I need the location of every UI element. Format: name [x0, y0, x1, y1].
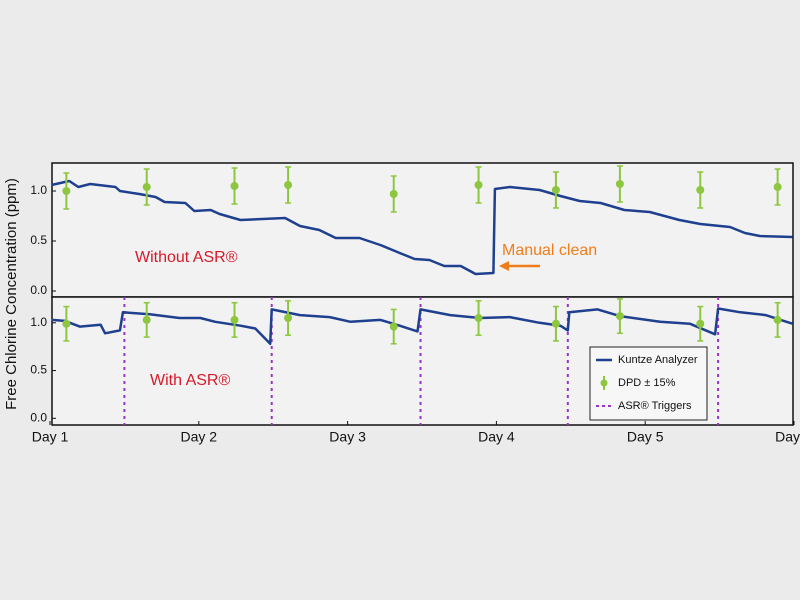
y-tick-label: 0.0: [30, 410, 47, 424]
dpd-point: [615, 180, 624, 188]
annotation: Without ASR®: [135, 249, 238, 266]
dpd-point: [389, 322, 398, 331]
dpd-point: [696, 319, 705, 328]
analyzer-line: [51, 307, 793, 346]
arrow-head: [499, 261, 509, 271]
x-tick-label: Day 4: [478, 429, 515, 445]
dpd-point: [62, 187, 71, 195]
dpd-point: [284, 314, 293, 323]
panel: 0.0 0.5 1.0: [30, 162, 794, 298]
analyzer-line: [51, 179, 793, 276]
y-tick-label: 0.5: [30, 233, 47, 247]
dpd-point: [230, 182, 239, 190]
y-axis-label: Free Chlorine Concentration (ppm): [3, 178, 20, 410]
annotation: Manual clean: [502, 242, 597, 259]
legend-label: ASR® Triggers: [618, 400, 692, 412]
dpd-point: [551, 186, 560, 194]
dpd-point: [62, 319, 71, 328]
dpd-point: [551, 319, 560, 328]
plot-area: [51, 162, 794, 298]
dpd-point: [230, 315, 239, 324]
legend-label: DPD ± 15%: [618, 377, 676, 389]
dpd-point: [474, 314, 483, 323]
dpd-point: [773, 183, 782, 191]
legend-label: Kuntze Analyzer: [618, 354, 698, 366]
y-tick-label: 1.0: [30, 315, 47, 329]
dpd-point: [474, 181, 483, 189]
dpd-point: [142, 315, 151, 324]
x-tick-label: Day 2: [181, 429, 218, 445]
y-tick-label: 0.0: [30, 283, 47, 297]
x-tick-label: Day 5: [627, 429, 664, 445]
dpd-point: [142, 183, 151, 191]
annotation: With ASR®: [150, 372, 230, 389]
x-tick-label: Day: [775, 429, 800, 445]
dpd-point: [389, 190, 398, 198]
legend-swatch: [600, 379, 608, 387]
y-tick-label: 0.5: [30, 363, 47, 377]
dpd-point: [284, 181, 293, 189]
dpd-point: [696, 186, 705, 194]
dpd-point: [773, 315, 782, 324]
x-tick-label: Day 3: [329, 429, 366, 445]
panel: 0.0 0.5 1.0 Day 1 Day 2 Day 3 Day 4 Day 5 Day Kun…: [30, 296, 800, 445]
x-tick-label: Day 1: [32, 429, 69, 445]
dpd-point: [615, 312, 624, 321]
y-tick-label: 1.0: [30, 183, 47, 197]
